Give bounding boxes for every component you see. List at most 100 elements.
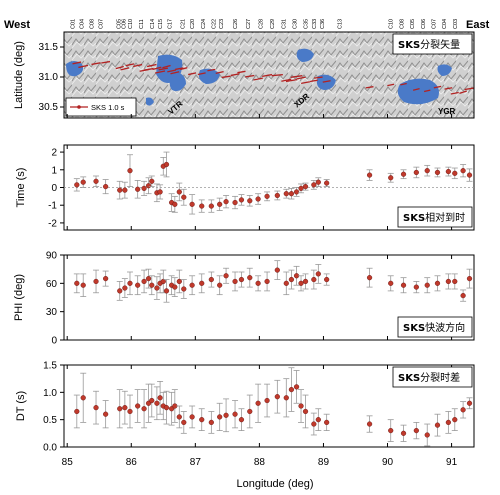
station-label: C27	[246, 19, 252, 29]
x-tick-label: 88	[254, 457, 266, 468]
splitting-vector	[285, 79, 298, 83]
splitting-vector	[290, 75, 303, 78]
data-point	[466, 276, 473, 282]
splitting-vector	[314, 76, 323, 79]
data-point	[103, 276, 109, 282]
splitting-vector	[158, 67, 169, 71]
data-point	[452, 278, 458, 285]
splitting-vector	[170, 71, 180, 75]
data-point	[255, 196, 261, 202]
lake	[198, 68, 220, 84]
data-point	[247, 275, 253, 281]
x-tick-label: 89	[318, 457, 330, 468]
lake	[437, 64, 452, 76]
data-point	[424, 432, 430, 438]
x-tick-label: 87	[190, 457, 202, 468]
data-point	[141, 406, 147, 412]
splitting-vector	[309, 79, 318, 83]
splitting-vector	[271, 73, 283, 77]
data-point	[324, 180, 330, 186]
data-point	[80, 179, 86, 185]
data-point	[141, 185, 147, 191]
x-tick-label: 86	[126, 457, 138, 468]
lake	[397, 78, 439, 105]
data-point	[80, 395, 86, 401]
data-point	[315, 271, 321, 277]
data-point	[247, 408, 253, 415]
legend-box	[65, 97, 137, 117]
splitting-vector	[423, 89, 431, 93]
data-point	[122, 285, 128, 291]
data-point	[288, 191, 295, 197]
splitting-vector	[152, 66, 162, 71]
data-point	[135, 403, 141, 409]
station-label: C13	[337, 19, 343, 29]
data-point	[135, 186, 141, 192]
splitting-vector	[237, 70, 246, 74]
data-point	[181, 286, 187, 292]
data-point	[154, 285, 160, 291]
data-point	[424, 168, 430, 174]
x-axis-label: Longitude (deg)	[236, 478, 313, 490]
station-label: C14	[150, 19, 156, 29]
station-label: C05	[116, 19, 122, 29]
splitting-vector	[365, 86, 374, 89]
data-point	[238, 417, 245, 423]
data-point	[122, 405, 128, 411]
station-label: C15	[158, 19, 164, 29]
data-point	[145, 276, 152, 282]
data-point	[302, 184, 309, 190]
data-point	[302, 278, 309, 285]
panel-title-box	[397, 316, 473, 338]
data-point	[149, 178, 155, 184]
data-point	[274, 394, 280, 400]
splitting-vector	[180, 67, 188, 71]
splitting-vector	[143, 67, 154, 71]
station-label: C36	[320, 19, 326, 29]
map-ytick: 30.5	[39, 102, 59, 113]
data-point	[117, 406, 123, 412]
data-point	[247, 198, 253, 204]
data-point	[163, 405, 170, 411]
splitting-vectors	[72, 60, 475, 95]
y-axis-label: PHI (deg)	[13, 274, 25, 321]
data-point	[445, 419, 451, 426]
splitting-vector	[215, 71, 224, 75]
splitting-vector	[262, 73, 273, 78]
data-point	[163, 288, 170, 294]
x-tick-label: 91	[446, 457, 458, 468]
y-tick-label: 90	[46, 251, 58, 262]
splitting-vector	[162, 64, 171, 69]
lake	[169, 72, 186, 92]
data-point	[452, 170, 458, 176]
station-label: C06	[122, 19, 128, 29]
station-label: C07	[99, 19, 105, 29]
data-point	[157, 395, 163, 401]
data-point	[157, 189, 163, 195]
station-label: C01	[70, 19, 76, 29]
data-point	[176, 414, 182, 420]
splitting-vector	[400, 82, 407, 86]
splitting-vector	[197, 72, 206, 76]
data-point	[288, 276, 295, 283]
data-point	[103, 184, 109, 190]
map-title: SKS分裂矢量	[398, 38, 460, 51]
data-point	[149, 282, 155, 288]
data-point	[74, 408, 80, 415]
y-tick-label: 30	[46, 307, 58, 318]
splitting-vector	[175, 67, 184, 71]
splitting-vector	[412, 88, 420, 91]
data-point	[172, 284, 178, 290]
dt-panel: 1.5 1.0 0.5 0.0 DT (s) SKS分裂时差	[15, 361, 475, 454]
data-point	[122, 187, 128, 193]
panel-title: SKS相对到时	[403, 211, 465, 224]
east-label: East	[466, 19, 490, 31]
data-point	[466, 400, 473, 406]
station-label: C04	[442, 19, 448, 29]
data-point	[127, 280, 133, 286]
station-label: C20	[190, 19, 196, 29]
splitting-vector	[72, 61, 82, 65]
data-point	[311, 182, 317, 188]
y-tick-label: 1	[51, 165, 57, 176]
